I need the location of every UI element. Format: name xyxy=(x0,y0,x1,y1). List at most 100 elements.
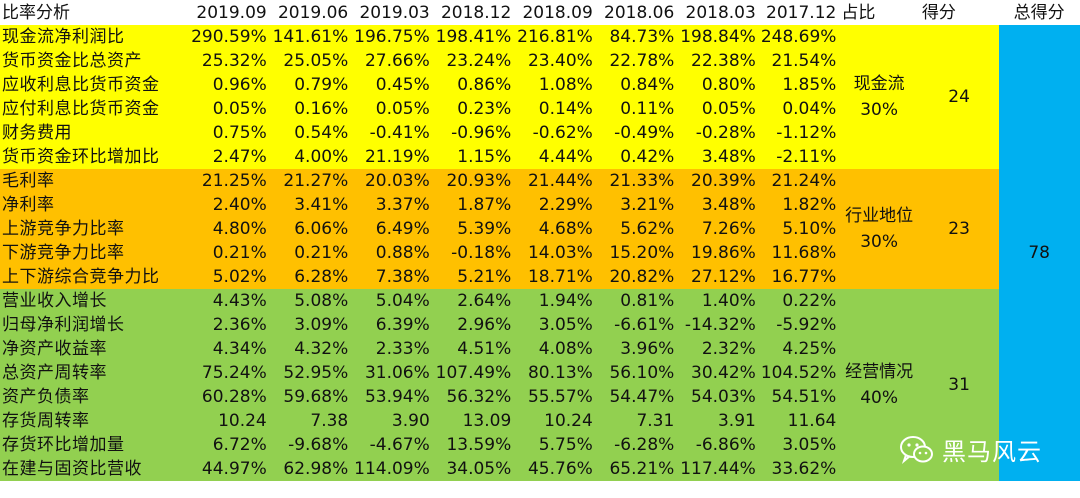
value-cell: 6.72% xyxy=(188,433,270,457)
row-label: 在建与固资比营收 xyxy=(0,457,189,481)
value-cell: 0.81% xyxy=(595,289,678,313)
value-cell: 22.78% xyxy=(595,49,678,73)
value-cell: 3.48% xyxy=(677,145,759,169)
value-cell: 52.95% xyxy=(269,361,352,385)
value-cell: 4.68% xyxy=(514,217,596,241)
value-cell: 216.81% xyxy=(514,25,596,49)
table-row: 下游竞争力比率 0.21% 0.21% 0.88% -0.18% 14.03% 15.20%… xyxy=(0,241,1080,265)
total-score: 78 xyxy=(999,25,1080,481)
value-cell: 0.22% xyxy=(758,289,840,313)
value-cell: 18.71% xyxy=(514,265,596,289)
value-cell: 21.24% xyxy=(758,169,840,193)
value-cell: -0.18% xyxy=(432,241,515,265)
table-row: 存货周转率 10.24 7.38 3.90 13.09 10.24 7.31 3.91 11.6… xyxy=(0,409,1080,433)
value-cell: 16.77% xyxy=(758,265,840,289)
table-row: 货币资金比总资产 25.32% 25.05% 27.66% 23.24% 23.40% 22… xyxy=(0,49,1080,73)
value-cell: 1.85% xyxy=(758,73,840,97)
value-cell: 53.94% xyxy=(351,385,433,409)
value-cell: 5.10% xyxy=(758,217,840,241)
table-row: 上游竞争力比率 4.80% 6.06% 6.49% 5.39% 4.68% 5.62% 7.2… xyxy=(0,217,1080,241)
value-cell: 4.43% xyxy=(188,289,270,313)
ratio-table: 比率分析 2019.09 2019.06 2019.03 2018.12 201… xyxy=(0,0,1080,481)
value-cell: 3.21% xyxy=(595,193,678,217)
value-cell: 7.38% xyxy=(351,265,433,289)
table-row: 货币资金环比增加比 2.47% 4.00% 21.19% 1.15% 4.44% 0.42%… xyxy=(0,145,1080,169)
value-cell: 141.61% xyxy=(269,25,352,49)
value-cell: 0.21% xyxy=(188,241,270,265)
value-cell: -0.62% xyxy=(514,121,596,145)
value-cell: -14.32% xyxy=(677,313,759,337)
value-cell: 2.32% xyxy=(677,337,759,361)
value-cell: 2.96% xyxy=(432,313,515,337)
value-cell: -9.68% xyxy=(269,433,352,457)
row-label: 净资产收益率 xyxy=(0,337,189,361)
value-cell: 290.59% xyxy=(188,25,270,49)
value-cell: 0.84% xyxy=(595,73,678,97)
value-cell: 4.25% xyxy=(758,337,840,361)
table-row: 总资产周转率 75.24% 52.95% 31.06% 107.49% 80.13% 56.… xyxy=(0,361,1080,385)
value-cell: 0.86% xyxy=(432,73,515,97)
table-row: 应收利息比货币资金 0.96% 0.79% 0.45% 0.86% 1.08% 0.84% 0… xyxy=(0,73,1080,97)
value-cell: -0.49% xyxy=(595,121,678,145)
period-header: 2018.09 xyxy=(514,0,596,25)
value-cell: 5.04% xyxy=(351,289,433,313)
header-row: 比率分析 2019.09 2019.06 2019.03 2018.12 201… xyxy=(0,0,1080,25)
value-cell: 5.62% xyxy=(595,217,678,241)
value-cell: 107.49% xyxy=(432,361,515,385)
row-label: 应付利息比货币资金 xyxy=(0,97,189,121)
value-cell: 5.21% xyxy=(432,265,515,289)
table-row: 净利率 2.40% 3.41% 3.37% 1.87% 2.29% 3.21% 3.48% 1.… xyxy=(0,193,1080,217)
value-cell: 21.19% xyxy=(351,145,433,169)
score-header: 得分 xyxy=(919,0,1000,25)
value-cell: 11.68% xyxy=(758,241,840,265)
value-cell: 3.09% xyxy=(269,313,352,337)
row-label: 归母净利润增长 xyxy=(0,313,189,337)
value-cell: 21.27% xyxy=(269,169,352,193)
value-cell: 4.80% xyxy=(188,217,270,241)
value-cell: 13.09 xyxy=(432,409,515,433)
value-cell: -0.28% xyxy=(677,121,759,145)
value-cell: -0.96% xyxy=(432,121,515,145)
value-cell: 2.47% xyxy=(188,145,270,169)
value-cell: 2.36% xyxy=(188,313,270,337)
period-header: 2017.12 xyxy=(758,0,840,25)
row-label: 上游竞争力比率 xyxy=(0,217,189,241)
value-cell: 54.03% xyxy=(677,385,759,409)
value-cell: 27.66% xyxy=(351,49,433,73)
row-label: 货币资金比总资产 xyxy=(0,49,189,73)
row-label: 上下游综合竞争力比 xyxy=(0,265,189,289)
row-label: 应收利息比货币资金 xyxy=(0,73,189,97)
value-cell: 6.28% xyxy=(269,265,352,289)
value-cell: 14.03% xyxy=(514,241,596,265)
value-cell: 1.94% xyxy=(514,289,596,313)
value-cell: 117.44% xyxy=(677,457,759,481)
value-cell: 104.52% xyxy=(758,361,840,385)
value-cell: 11.64 xyxy=(758,409,840,433)
value-cell: 30.42% xyxy=(677,361,759,385)
value-cell: 54.51% xyxy=(758,385,840,409)
value-cell: -4.67% xyxy=(351,433,433,457)
row-label: 下游竞争力比率 xyxy=(0,241,189,265)
value-cell: 0.05% xyxy=(351,97,433,121)
value-cell: 3.05% xyxy=(758,433,840,457)
value-cell: 56.10% xyxy=(595,361,678,385)
value-cell: 0.96% xyxy=(188,73,270,97)
value-cell: 0.21% xyxy=(269,241,352,265)
value-cell: 114.09% xyxy=(351,457,433,481)
value-cell: 0.16% xyxy=(269,97,352,121)
value-cell: 3.37% xyxy=(351,193,433,217)
row-label: 毛利率 xyxy=(0,169,189,193)
value-cell: 1.40% xyxy=(677,289,759,313)
value-cell: 3.91 xyxy=(677,409,759,433)
section-score: 23 xyxy=(919,169,1000,289)
value-cell: 20.93% xyxy=(432,169,515,193)
value-cell: 198.41% xyxy=(432,25,515,49)
value-cell: 0.04% xyxy=(758,97,840,121)
period-header: 2019.06 xyxy=(269,0,352,25)
value-cell: 33.62% xyxy=(758,457,840,481)
row-label: 存货环比增加量 xyxy=(0,433,189,457)
row-label: 存货周转率 xyxy=(0,409,189,433)
period-header: 2018.03 xyxy=(677,0,759,25)
value-cell: 3.96% xyxy=(595,337,678,361)
